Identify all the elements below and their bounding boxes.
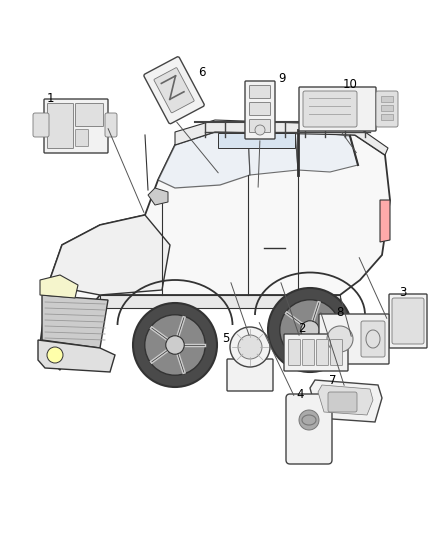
Circle shape [47,347,63,363]
Text: 7: 7 [329,374,337,386]
Bar [381,96,393,102]
FancyBboxPatch shape [331,340,343,366]
FancyBboxPatch shape [227,359,273,391]
FancyBboxPatch shape [317,340,328,366]
FancyBboxPatch shape [303,340,314,366]
Polygon shape [218,133,295,148]
Polygon shape [380,200,390,242]
FancyBboxPatch shape [245,81,275,139]
Text: 8: 8 [336,305,344,319]
Circle shape [145,315,205,375]
Circle shape [327,326,353,352]
Bar [381,105,393,111]
FancyBboxPatch shape [389,294,427,348]
Polygon shape [310,380,382,422]
Text: 10: 10 [343,78,357,92]
Polygon shape [248,130,298,175]
FancyBboxPatch shape [303,91,357,127]
Polygon shape [158,131,250,188]
Polygon shape [295,130,358,172]
Polygon shape [40,275,78,298]
Text: 3: 3 [399,287,407,300]
Circle shape [268,288,352,372]
Circle shape [280,300,340,360]
Polygon shape [175,120,388,155]
Circle shape [299,410,319,430]
Text: 2: 2 [298,321,306,335]
Polygon shape [100,295,340,308]
Bar [381,114,393,120]
Polygon shape [148,188,168,205]
FancyBboxPatch shape [144,56,204,124]
FancyBboxPatch shape [75,103,103,126]
FancyBboxPatch shape [250,119,271,133]
FancyBboxPatch shape [154,68,194,113]
FancyBboxPatch shape [105,113,117,137]
Text: 6: 6 [198,66,206,78]
Polygon shape [318,385,373,415]
Text: 5: 5 [223,332,230,344]
Polygon shape [42,295,108,348]
FancyBboxPatch shape [75,130,88,147]
Circle shape [166,336,184,354]
Circle shape [230,327,270,367]
FancyBboxPatch shape [299,87,376,131]
Circle shape [255,125,265,135]
Polygon shape [48,215,170,295]
FancyBboxPatch shape [250,102,271,116]
Text: 4: 4 [296,387,304,400]
FancyBboxPatch shape [361,321,385,357]
FancyBboxPatch shape [328,392,357,412]
Text: 1: 1 [46,92,54,104]
FancyBboxPatch shape [319,314,389,364]
FancyBboxPatch shape [286,394,332,464]
FancyBboxPatch shape [33,113,49,137]
Circle shape [133,303,217,387]
FancyBboxPatch shape [376,91,398,127]
FancyBboxPatch shape [284,334,348,371]
Polygon shape [38,340,115,372]
FancyBboxPatch shape [250,85,271,99]
FancyBboxPatch shape [289,340,300,366]
FancyBboxPatch shape [392,298,424,344]
FancyBboxPatch shape [44,99,108,153]
FancyBboxPatch shape [47,103,74,149]
Text: 9: 9 [278,71,286,85]
Circle shape [301,321,319,339]
Circle shape [238,335,262,359]
Polygon shape [40,128,390,370]
